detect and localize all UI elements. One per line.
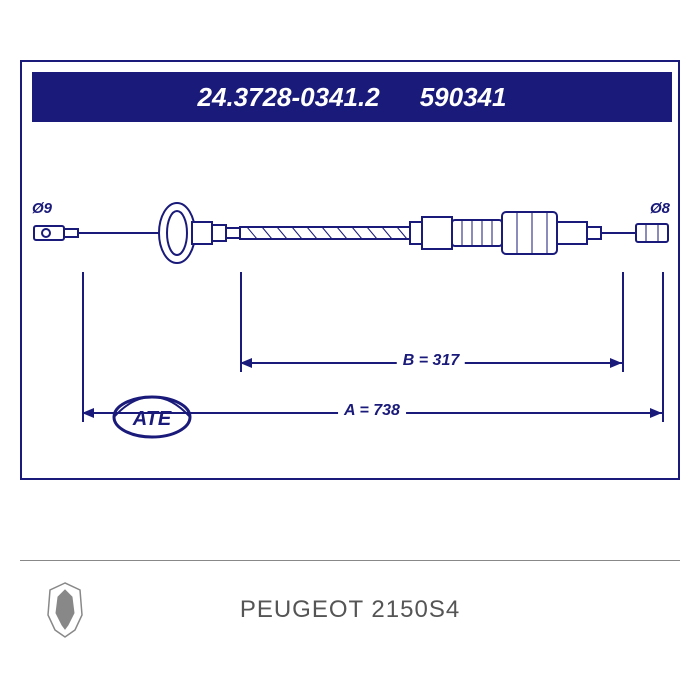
dimension-b-label: B = 317 [397,352,465,370]
svg-text:ATE: ATE [132,408,172,430]
header-bar: 24.3728-0341.2 590341 [32,72,672,122]
footer: PEUGEOT 2150S4 [20,570,680,650]
part-number-secondary: 590341 [420,82,507,113]
part-number-primary: 24.3728-0341.2 [198,82,380,113]
dimension-a-label: A = 738 [338,402,406,420]
footer-text: PEUGEOT 2150S4 [100,596,680,624]
left-diameter-label: Ø9 [32,200,52,217]
footer-divider [20,560,680,561]
ate-logo: ATE [112,392,192,442]
right-diameter-label: Ø8 [650,200,670,217]
footer-part-code: 2150S4 [371,596,460,623]
brand-name: PEUGEOT [240,596,364,623]
diagram-frame: 24.3728-0341.2 590341 [20,60,680,480]
peugeot-logo [30,575,100,645]
cable-diagram [22,132,682,332]
